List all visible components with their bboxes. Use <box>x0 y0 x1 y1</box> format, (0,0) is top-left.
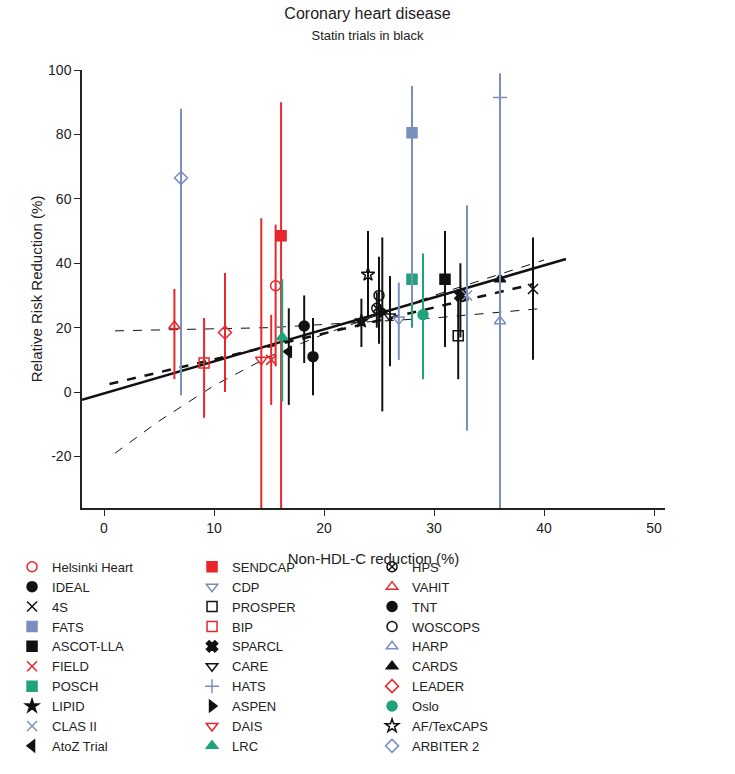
svg-text:HATS: HATS <box>232 679 266 694</box>
svg-text:Helsinki Heart: Helsinki Heart <box>52 560 133 575</box>
svg-text:SENDCAP: SENDCAP <box>232 560 295 575</box>
svg-text:20: 20 <box>316 520 332 536</box>
svg-text:ASPEN: ASPEN <box>232 699 276 714</box>
svg-text:50: 50 <box>646 520 662 536</box>
svg-text:40: 40 <box>56 255 72 271</box>
svg-text:VAHIT: VAHIT <box>412 580 449 595</box>
svg-text:Relative Risk Reduction (%): Relative Risk Reduction (%) <box>28 196 45 383</box>
svg-text:ASCOT-LLA: ASCOT-LLA <box>52 639 124 654</box>
svg-text:Coronary heart diseaseStatin t: Coronary heart diseaseStatin trials in b… <box>284 5 450 43</box>
svg-text:CARDS: CARDS <box>412 659 458 674</box>
svg-text:80: 80 <box>56 126 72 142</box>
svg-text:20: 20 <box>56 320 72 336</box>
svg-text:ARBITER 2: ARBITER 2 <box>412 739 479 754</box>
svg-text:40: 40 <box>536 520 552 536</box>
svg-text:4S: 4S <box>52 600 68 615</box>
svg-text:SPARCL: SPARCL <box>232 639 283 654</box>
svg-text:CLAS II: CLAS II <box>52 719 97 734</box>
svg-text:CARE: CARE <box>232 659 268 674</box>
svg-text:AtoZ Trial: AtoZ Trial <box>52 739 108 754</box>
svg-text:LIPID: LIPID <box>52 699 85 714</box>
svg-text:HARP: HARP <box>412 639 448 654</box>
svg-text:DAIS: DAIS <box>232 719 263 734</box>
svg-text:TNT: TNT <box>412 600 437 615</box>
svg-text:CDP: CDP <box>232 580 259 595</box>
svg-text:HPS: HPS <box>412 560 439 575</box>
svg-text:PROSPER: PROSPER <box>232 600 296 615</box>
svg-text:IDEAL: IDEAL <box>52 580 90 595</box>
svg-text:LRC: LRC <box>232 739 258 754</box>
svg-text:Oslo: Oslo <box>412 699 439 714</box>
svg-text:LEADER: LEADER <box>412 679 464 694</box>
svg-text:-20: -20 <box>51 448 71 464</box>
svg-text:100: 100 <box>48 62 72 78</box>
svg-text:BIP: BIP <box>232 620 253 635</box>
svg-text:0: 0 <box>100 520 108 536</box>
svg-text:AF/TexCAPS: AF/TexCAPS <box>412 719 488 734</box>
svg-text:WOSCOPS: WOSCOPS <box>412 620 480 635</box>
svg-text:10: 10 <box>206 520 222 536</box>
svg-text:FATS: FATS <box>52 620 84 635</box>
svg-text:0: 0 <box>64 384 72 400</box>
svg-text:60: 60 <box>56 191 72 207</box>
svg-text:POSCH: POSCH <box>52 679 98 694</box>
svg-text:Non-HDL-C reduction (%): Non-HDL-C reduction (%) <box>288 550 460 567</box>
svg-text:FIELD: FIELD <box>52 659 89 674</box>
svg-text:30: 30 <box>426 520 442 536</box>
